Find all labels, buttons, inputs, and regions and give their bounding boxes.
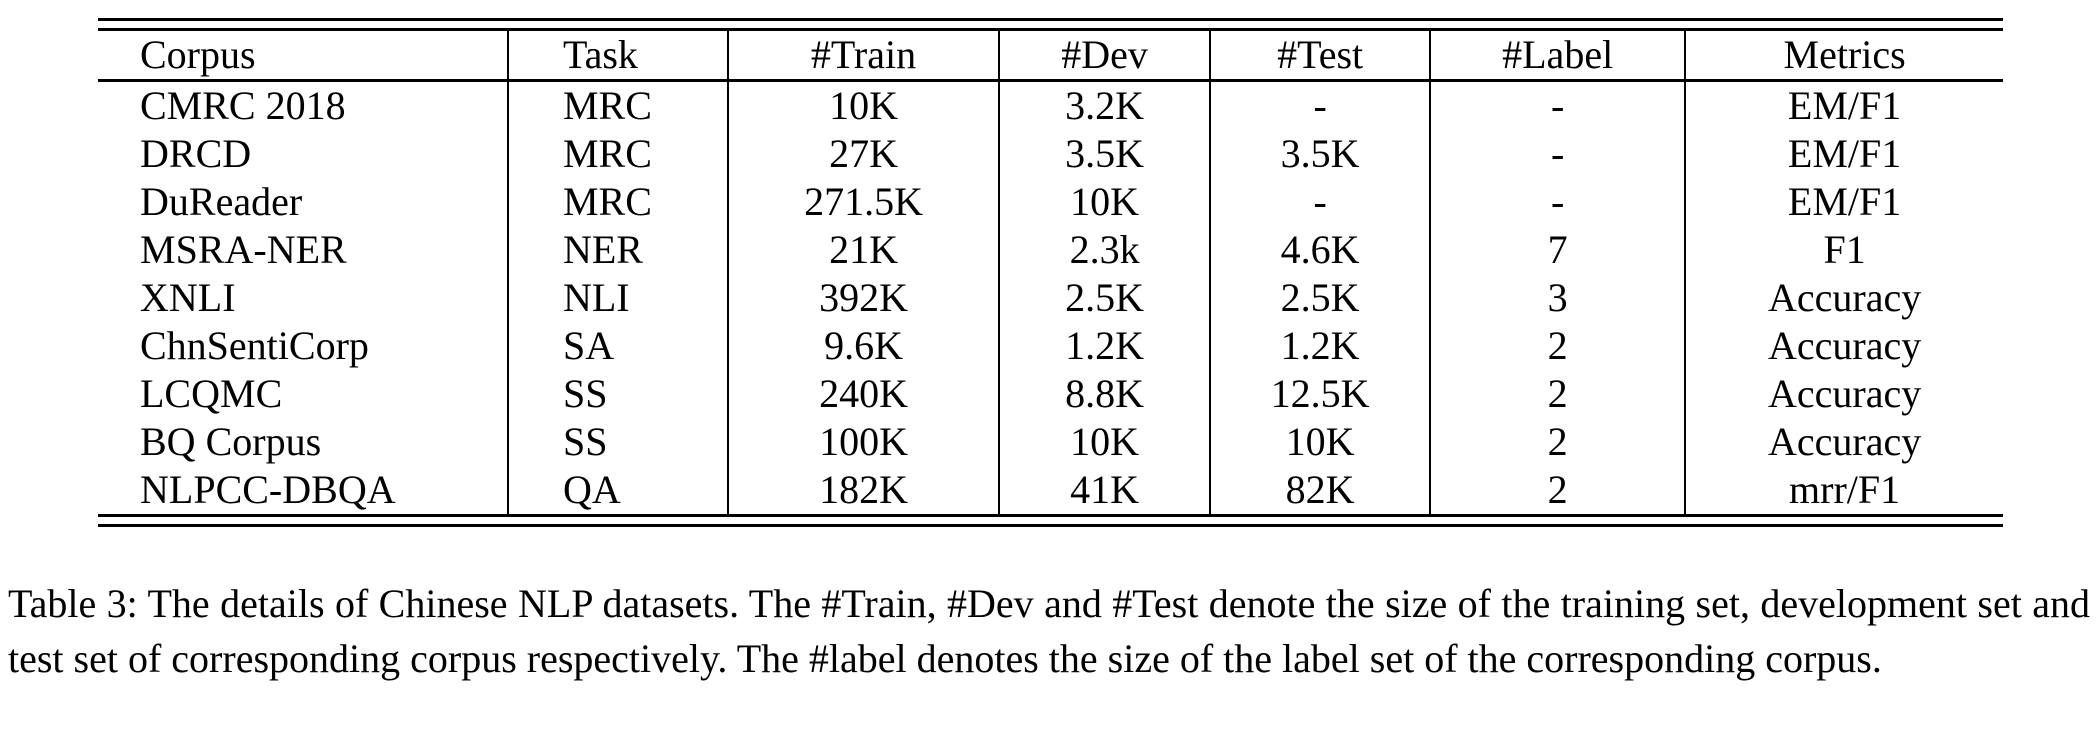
cell-train: 9.6K [727, 322, 1001, 370]
cell-metrics: F1 [1823, 227, 1866, 272]
cell-dev: 3.5K [999, 130, 1212, 178]
cell-test: - [1210, 178, 1432, 226]
cell-train: 21K [727, 226, 1001, 274]
cell-label: - [1430, 130, 1687, 178]
cell-metrics: Accuracy [1767, 371, 1922, 416]
column-header-corpus: Corpus [98, 31, 509, 82]
cell-test: - [1210, 80, 1432, 130]
column-header-train: #Train [727, 31, 1001, 82]
cell-corpus: XNLI [98, 274, 509, 322]
cell-corpus: MSRA-NER [98, 226, 509, 274]
datasets-table-wrapper: Corpus Task #Train #Dev #Test #Label Met… [98, 18, 2003, 527]
cell-metrics: EM/F1 [1787, 83, 1902, 128]
table-row: DuReader MRC 271.5K 10K - - EM/F1 [98, 178, 2003, 226]
cell-corpus: NLPCC-DBQA [98, 466, 509, 514]
cell-metrics: Accuracy [1767, 419, 1922, 464]
cell-corpus: DRCD [98, 130, 509, 178]
cell-corpus: DuReader [98, 178, 509, 226]
table-row: MSRA-NER NER 21K 2.3k 4.6K 7 F1 [98, 226, 2003, 274]
cell-label: 2 [1430, 466, 1687, 514]
cell-dev: 10K [999, 178, 1212, 226]
cell-corpus: CMRC 2018 [98, 80, 509, 130]
cell-label: 3 [1430, 274, 1687, 322]
cell-train: 240K [727, 370, 1001, 418]
column-header-metrics: Metrics [1685, 31, 2003, 82]
table-row: BQ Corpus SS 100K 10K 10K 2 Accuracy [98, 418, 2003, 466]
cell-label: 2 [1430, 322, 1687, 370]
table-row: NLPCC-DBQA QA 182K 41K 82K 2 mrr/F1 [98, 466, 2003, 514]
cell-metrics: EM/F1 [1787, 131, 1902, 176]
cell-dev: 10K [999, 418, 1212, 466]
column-header-label: #Label [1430, 31, 1687, 82]
table-top-double-rule [98, 18, 2003, 31]
table-row: LCQMC SS 240K 8.8K 12.5K 2 Accuracy [98, 370, 2003, 418]
cell-task: NLI [507, 274, 729, 322]
cell-dev: 2.5K [999, 274, 1212, 322]
cell-dev: 1.2K [999, 322, 1212, 370]
cell-dev: 2.3k [999, 226, 1212, 274]
cell-label: - [1430, 178, 1687, 226]
cell-task: MRC [507, 178, 729, 226]
caption-text: The details of Chinese NLP datasets. The… [8, 581, 2091, 681]
cell-task: SS [507, 418, 729, 466]
caption-label: Table 3: [8, 581, 138, 626]
column-header-test: #Test [1210, 31, 1432, 82]
table-row: ChnSentiCorp SA 9.6K 1.2K 1.2K 2 Accurac… [98, 322, 2003, 370]
cell-test: 12.5K [1210, 370, 1432, 418]
cell-task: MRC [507, 80, 729, 130]
cell-task: NER [507, 226, 729, 274]
cell-label: 2 [1430, 370, 1687, 418]
table-bottom-double-rule [98, 514, 2003, 527]
cell-corpus: LCQMC [98, 370, 509, 418]
cell-metrics: mrr/F1 [1789, 467, 1901, 512]
table-row: CMRC 2018 MRC 10K 3.2K - - EM/F1 [98, 80, 2003, 130]
cell-metrics: Accuracy [1767, 323, 1922, 368]
cell-corpus: ChnSentiCorp [98, 322, 509, 370]
datasets-table: Corpus Task #Train #Dev #Test #Label Met… [98, 31, 2003, 514]
cell-task: SA [507, 322, 729, 370]
cell-dev: 41K [999, 466, 1212, 514]
cell-label: 2 [1430, 418, 1687, 466]
cell-test: 1.2K [1210, 322, 1432, 370]
cell-dev: 8.8K [999, 370, 1212, 418]
cell-task: MRC [507, 130, 729, 178]
cell-test: 2.5K [1210, 274, 1432, 322]
table-row: XNLI NLI 392K 2.5K 2.5K 3 Accuracy [98, 274, 2003, 322]
cell-task: QA [507, 466, 729, 514]
cell-test: 10K [1210, 418, 1432, 466]
cell-metrics: Accuracy [1767, 275, 1922, 320]
cell-label: - [1430, 80, 1687, 130]
column-header-task: Task [507, 31, 729, 82]
cell-metrics: EM/F1 [1787, 179, 1902, 224]
cell-test: 82K [1210, 466, 1432, 514]
cell-test: 4.6K [1210, 226, 1432, 274]
cell-label: 7 [1430, 226, 1687, 274]
cell-train: 271.5K [727, 178, 1001, 226]
cell-train: 27K [727, 130, 1001, 178]
cell-test: 3.5K [1210, 130, 1432, 178]
cell-train: 100K [727, 418, 1001, 466]
cell-train: 392K [727, 274, 1001, 322]
cell-task: SS [507, 370, 729, 418]
table-row: DRCD MRC 27K 3.5K 3.5K - EM/F1 [98, 130, 2003, 178]
table-caption: Table 3: The details of Chinese NLP data… [8, 576, 2090, 686]
cell-corpus: BQ Corpus [98, 418, 509, 466]
cell-train: 10K [727, 80, 1001, 130]
header-row: Corpus Task #Train #Dev #Test #Label Met… [98, 31, 2003, 82]
column-header-dev: #Dev [999, 31, 1212, 82]
cell-train: 182K [727, 466, 1001, 514]
cell-dev: 3.2K [999, 80, 1212, 130]
